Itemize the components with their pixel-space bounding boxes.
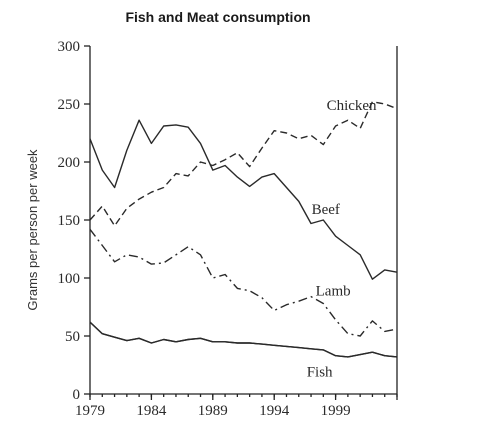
y-tick-label: 150 xyxy=(58,213,81,229)
x-tick-label: 1989 xyxy=(198,403,228,419)
y-tick-label: 50 xyxy=(65,329,80,345)
y-tick-label: 100 xyxy=(58,271,81,287)
y-tick-label: 300 xyxy=(58,39,81,55)
x-tick-label: 1979 xyxy=(75,403,105,419)
lamb-label: Lamb xyxy=(316,283,351,299)
beef-line xyxy=(89,119,398,280)
y-axis-label: Grams per person per week xyxy=(25,149,40,311)
chart-title: Fish and Meat consumption xyxy=(125,9,310,25)
chicken-line xyxy=(89,100,398,227)
y-tick-label: 250 xyxy=(58,97,81,113)
tick-labels: 0 50 100 150 200 250 300 1979 1984 1989 1994 1999 xyxy=(58,39,351,419)
fish-line-inner xyxy=(89,321,398,358)
x-tick-label: 1994 xyxy=(259,403,290,419)
beef-label: Beef xyxy=(312,202,340,218)
fish-label: Fish xyxy=(307,365,333,381)
lamb-line xyxy=(89,228,398,337)
x-tick-label: 1984 xyxy=(136,403,167,419)
series-labels: Chicken Beef Lamb Fish xyxy=(307,98,377,381)
chicken-label: Chicken xyxy=(327,98,377,114)
series-lines xyxy=(89,100,398,358)
y-tick-label: 0 xyxy=(73,387,81,403)
y-tick-label: 200 xyxy=(58,155,81,171)
x-tick-label: 1999 xyxy=(321,403,351,419)
